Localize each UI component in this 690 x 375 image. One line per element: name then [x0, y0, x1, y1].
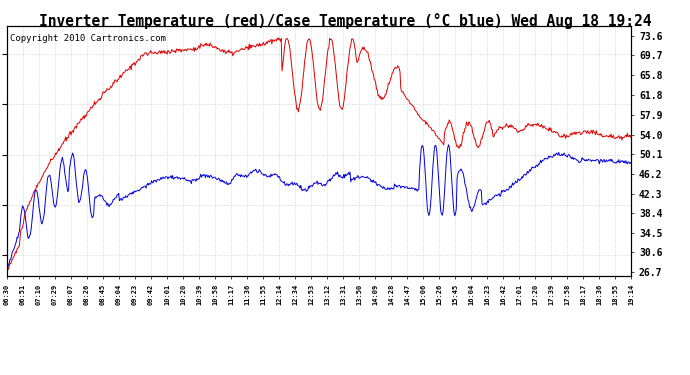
Text: Copyright 2010 Cartronics.com: Copyright 2010 Cartronics.com [10, 34, 166, 43]
Text: Inverter Temperature (red)/Case Temperature (°C blue) Wed Aug 18 19:24: Inverter Temperature (red)/Case Temperat… [39, 13, 651, 29]
